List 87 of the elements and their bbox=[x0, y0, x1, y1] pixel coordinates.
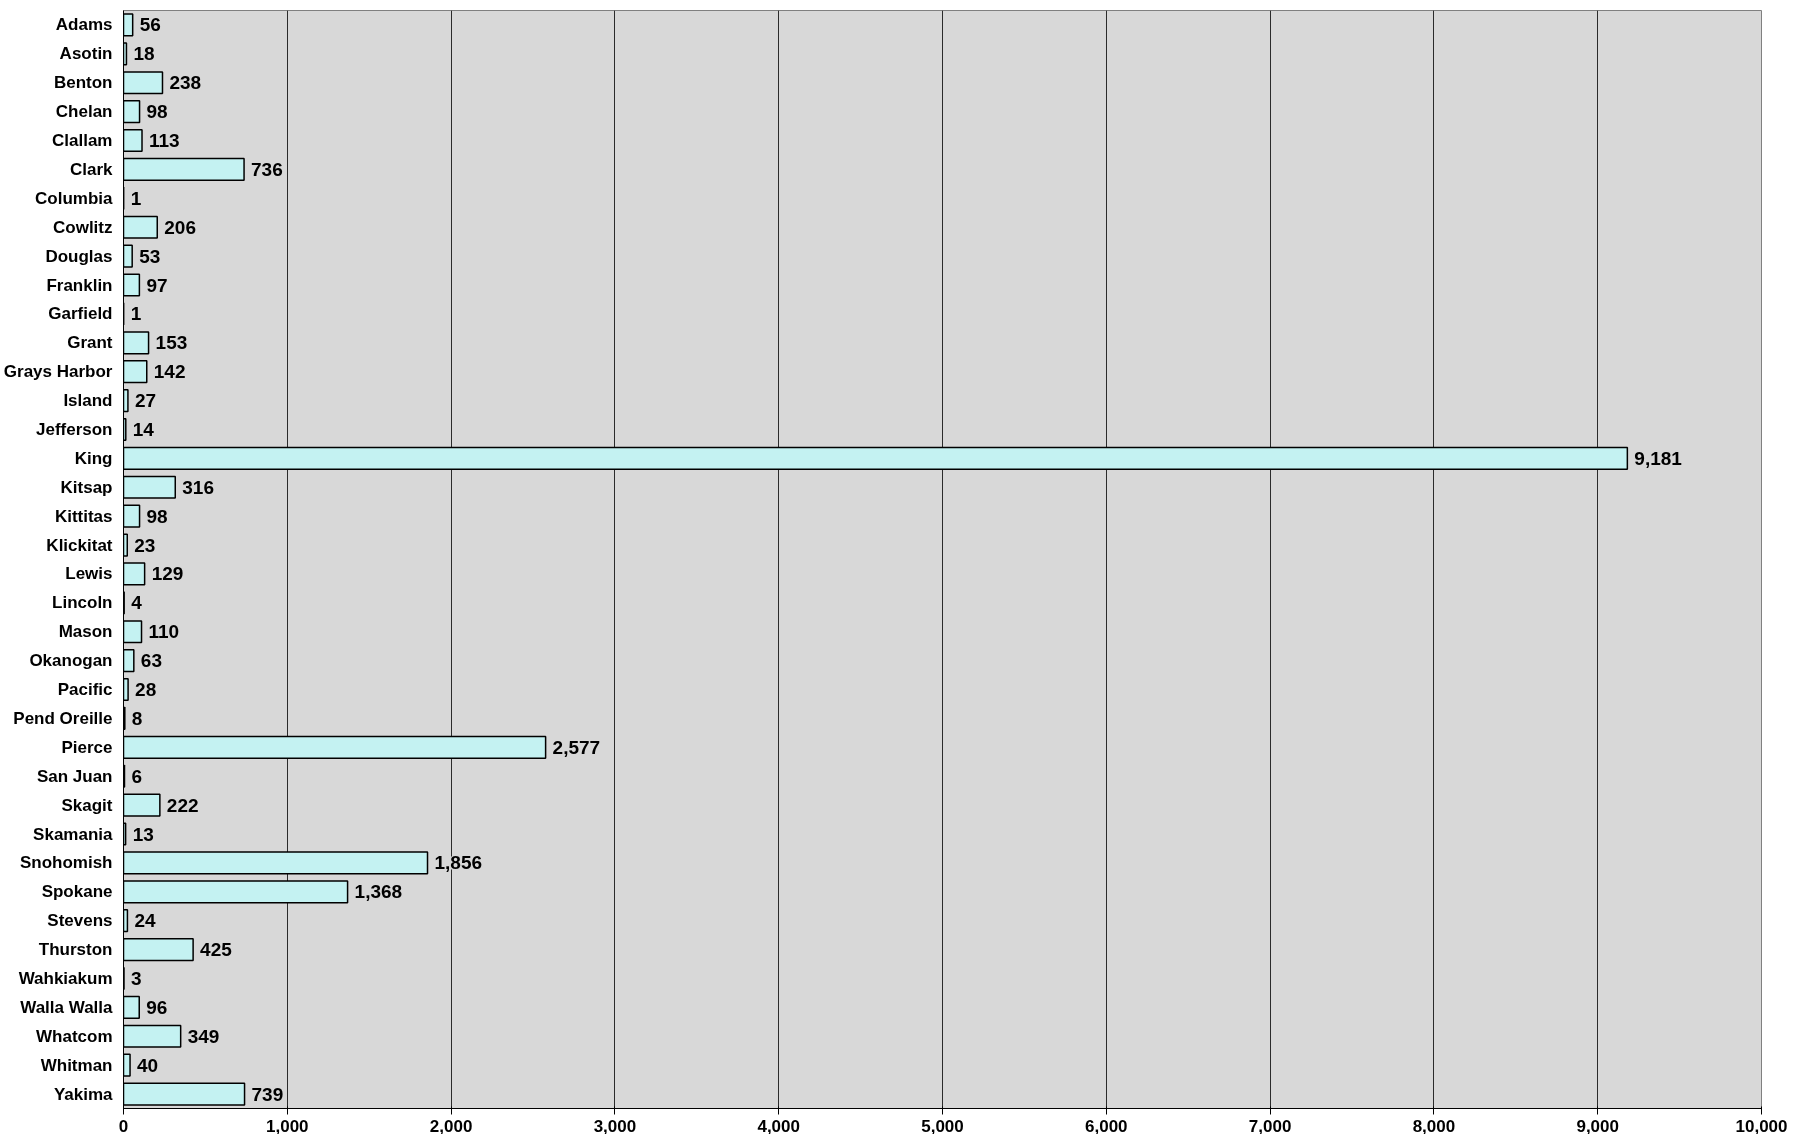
data-label: 18 bbox=[133, 43, 155, 65]
y-tick-label: Wahkiakum bbox=[18, 968, 113, 988]
data-label: 96 bbox=[146, 996, 168, 1018]
x-tick-label: 2,000 bbox=[429, 1116, 473, 1134]
x-tick-label: 0 bbox=[118, 1116, 129, 1134]
data-label: 4 bbox=[131, 592, 143, 614]
y-tick-label: Pend Oreille bbox=[13, 708, 113, 728]
data-label: 736 bbox=[251, 158, 283, 180]
y-tick-label: Walla Walla bbox=[20, 997, 114, 1017]
y-tick-label: San Juan bbox=[36, 766, 113, 786]
data-label: 1 bbox=[130, 187, 142, 209]
data-label: 739 bbox=[251, 1083, 284, 1105]
y-tick-label: Lincoln bbox=[52, 593, 113, 613]
y-tick-label: Franklin bbox=[46, 275, 113, 295]
y-tick-label: Clark bbox=[69, 159, 114, 179]
y-tick-label: Whatcom bbox=[36, 1026, 113, 1046]
data-label: 13 bbox=[132, 823, 154, 845]
y-tick-label: Douglas bbox=[45, 246, 113, 266]
x-tick-label: 3,000 bbox=[593, 1116, 637, 1134]
x-tick-label: 6,000 bbox=[1085, 1116, 1128, 1134]
data-label: 3 bbox=[130, 967, 142, 989]
y-tick-label: Lewis bbox=[65, 564, 113, 584]
data-label: 97 bbox=[146, 274, 168, 296]
data-label: 1 bbox=[130, 303, 142, 325]
x-tick-label: 1,000 bbox=[266, 1116, 309, 1134]
data-label: 142 bbox=[153, 361, 186, 383]
y-tick-label: King bbox=[74, 448, 113, 468]
y-tick-label: Kittitas bbox=[54, 506, 113, 526]
y-tick-label: Stevens bbox=[47, 911, 113, 931]
y-tick-label: Whitman bbox=[40, 1055, 113, 1075]
y-tick-label: Skamania bbox=[33, 824, 114, 844]
y-tick-label: Kitsap bbox=[60, 477, 113, 497]
y-tick-label: Columbia bbox=[35, 188, 114, 208]
x-tick-label: 9,000 bbox=[1576, 1116, 1619, 1134]
data-label: 28 bbox=[135, 679, 157, 701]
data-label: 23 bbox=[134, 534, 156, 556]
data-label: 1,856 bbox=[434, 852, 483, 874]
y-tick-label: Garfield bbox=[48, 304, 113, 324]
y-tick-label: Yakima bbox=[53, 1084, 114, 1104]
data-label: 9,181 bbox=[1634, 447, 1683, 469]
data-label: 98 bbox=[146, 505, 168, 527]
x-tick-label: 4,000 bbox=[757, 1116, 800, 1134]
data-label: 2,577 bbox=[552, 736, 601, 758]
y-tick-label: Chelan bbox=[55, 102, 113, 122]
y-tick-label: Pacific bbox=[57, 680, 113, 700]
y-tick-label: Jefferson bbox=[35, 419, 113, 439]
data-label: 110 bbox=[148, 621, 180, 643]
data-label: 40 bbox=[137, 1054, 159, 1076]
y-tick-label: Grant bbox=[67, 333, 113, 353]
y-tick-label: Thurston bbox=[38, 940, 113, 960]
y-tick-label: Skagit bbox=[61, 795, 113, 815]
data-label: 238 bbox=[169, 72, 202, 94]
x-tick-label: 10,000 bbox=[1735, 1116, 1788, 1134]
data-label: 113 bbox=[149, 130, 180, 152]
y-tick-label: Island bbox=[63, 391, 113, 411]
data-label: 206 bbox=[164, 216, 196, 238]
y-tick-label: Okanogan bbox=[29, 651, 113, 671]
y-tick-label: Snohomish bbox=[19, 853, 113, 873]
data-label: 425 bbox=[200, 939, 233, 961]
data-label: 129 bbox=[151, 563, 184, 585]
y-tick-label: Clallam bbox=[52, 131, 113, 151]
y-tick-label: Benton bbox=[53, 73, 113, 93]
data-label: 14 bbox=[132, 418, 155, 440]
data-label: 153 bbox=[155, 332, 188, 354]
y-tick-label: Cowlitz bbox=[53, 217, 113, 237]
data-label: 316 bbox=[182, 476, 214, 498]
y-tick-label: Pierce bbox=[61, 737, 113, 757]
data-label: 8 bbox=[131, 707, 143, 729]
data-label: 1,368 bbox=[354, 881, 403, 903]
y-tick-label: Mason bbox=[58, 622, 113, 642]
data-label: 24 bbox=[134, 910, 156, 932]
data-label: 349 bbox=[187, 1025, 220, 1047]
data-label: 56 bbox=[139, 14, 161, 36]
x-tick-label: 7,000 bbox=[1248, 1116, 1292, 1134]
data-label: 27 bbox=[134, 390, 157, 412]
data-label: 63 bbox=[140, 650, 162, 672]
y-tick-label: Spokane bbox=[41, 882, 113, 902]
x-tick-label: 8,000 bbox=[1412, 1116, 1456, 1134]
x-tick-label: 5,000 bbox=[921, 1116, 964, 1134]
data-label: 6 bbox=[131, 765, 143, 787]
y-tick-label: Klickitat bbox=[46, 535, 113, 555]
data-label: 98 bbox=[146, 101, 168, 123]
data-label: 222 bbox=[166, 794, 199, 816]
y-tick-label: Asotin bbox=[59, 44, 113, 64]
data-label: 53 bbox=[139, 245, 161, 267]
y-tick-label: Grays Harbor bbox=[3, 362, 113, 382]
y-tick-label: Adams bbox=[55, 15, 113, 35]
